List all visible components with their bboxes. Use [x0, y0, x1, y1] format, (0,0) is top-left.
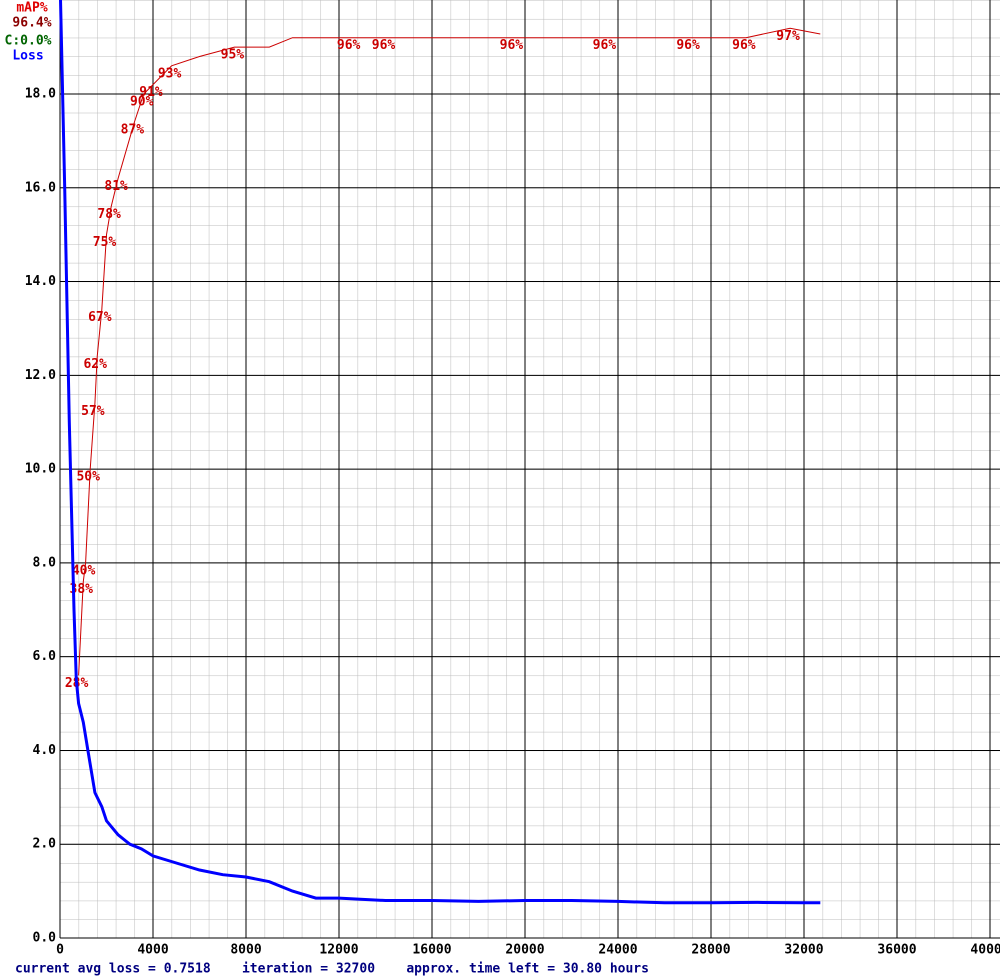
- x-tick-label: 36000: [877, 943, 916, 958]
- map-label: 95%: [221, 48, 245, 63]
- map-label: 91%: [139, 85, 163, 100]
- x-tick-label: 32000: [784, 943, 823, 958]
- loss-line: [59, 0, 821, 905]
- map-label: 96%: [676, 38, 700, 53]
- map-label: 90%: [130, 94, 154, 109]
- legend-loss: Loss: [12, 49, 43, 64]
- map-label: 50%: [76, 470, 100, 485]
- x-tick-label: 0: [56, 943, 64, 958]
- plot: 0 4000 8000 12000 16000 20000 24000 28000 32000 3…: [25, 0, 1000, 958]
- map-label: 93%: [158, 66, 182, 81]
- x-tick-label: 16000: [412, 943, 451, 958]
- map-label: 96%: [337, 38, 361, 53]
- map-label: 96%: [500, 38, 524, 53]
- map-label: 67%: [88, 310, 112, 325]
- y-tick-label: 10.0: [25, 462, 56, 477]
- y-tick-label: 6.0: [33, 649, 57, 664]
- map-label: 38%: [70, 582, 94, 597]
- y-tick-label: 14.0: [25, 274, 56, 289]
- map-label: 96%: [372, 38, 396, 53]
- y-tick-label: 2.0: [33, 837, 57, 852]
- map-label: 40%: [72, 563, 96, 578]
- map-label: 57%: [81, 404, 105, 419]
- x-tick-label: 4000: [137, 943, 168, 958]
- map-label: 62%: [83, 357, 107, 372]
- y-tick-label: 16.0: [25, 180, 56, 195]
- y-tick-label: 8.0: [33, 555, 57, 570]
- x-tick-label: 28000: [691, 943, 730, 958]
- x-tick-label: 20000: [505, 943, 544, 958]
- map-label: 96%: [732, 38, 756, 53]
- map-label: 97%: [776, 29, 800, 44]
- y-tick-label: 0.0: [33, 931, 57, 946]
- y-tick-label: 4.0: [33, 743, 57, 758]
- map-label: 78%: [97, 207, 121, 222]
- x-tick-label: 24000: [598, 943, 637, 958]
- map-label: 96%: [593, 38, 617, 53]
- footer: current avg loss = 0.7518 iteration = 32…: [15, 962, 649, 977]
- x-tick-label: 8000: [230, 943, 261, 958]
- map-label: 81%: [104, 179, 128, 194]
- map-line: [78, 27, 821, 676]
- y-tick-label: 12.0: [25, 368, 56, 383]
- map-label: 75%: [93, 235, 117, 250]
- map-value: 96.4%: [12, 16, 51, 31]
- map-label: 87%: [121, 123, 145, 138]
- x-tick-label: 12000: [319, 943, 358, 958]
- y-tick-label: 18.0: [25, 86, 56, 101]
- legend-map: mAP%: [16, 1, 47, 16]
- c-value: C:0.0%: [5, 34, 52, 49]
